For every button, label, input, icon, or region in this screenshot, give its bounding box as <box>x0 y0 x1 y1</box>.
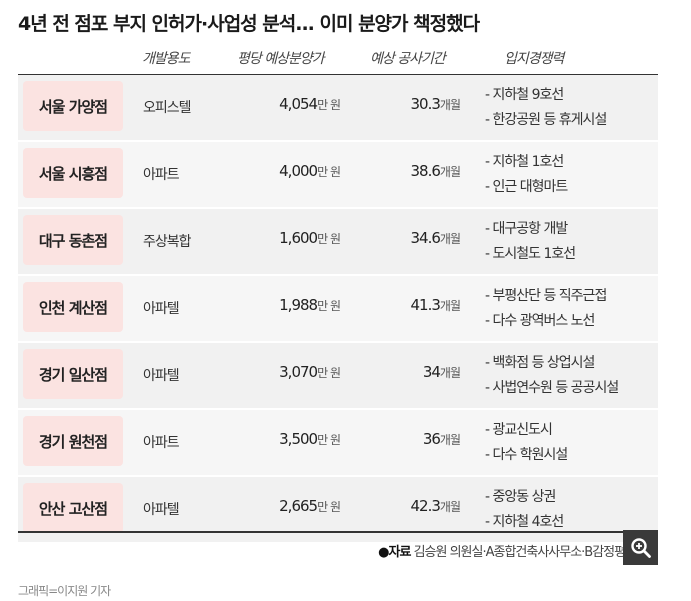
table-row: 서울 시흥점 아파트 4,000만 원 38.6개월 - 지하철 1호선 - 인근… <box>18 142 658 209</box>
price-cell: 3,500만 원 <box>279 430 341 448</box>
location-cell: - 백화점 등 상업시설 - 사법연수원 등 공공시설 <box>485 355 619 396</box>
store-name: 서울 시흥점 <box>23 148 123 198</box>
store-name: 대구 동촌점 <box>23 215 123 265</box>
period-cell: 30.3개월 <box>410 95 462 113</box>
store-name: 경기 일산점 <box>23 349 123 399</box>
period-cell: 42.3개월 <box>410 497 462 515</box>
table-header: 개발용도 평당 예상분양가 예상 공사기간 입지경쟁력 <box>18 44 658 76</box>
period-cell: 36개월 <box>422 430 461 448</box>
usage-cell: 아파텔 <box>143 502 180 518</box>
table-row: 경기 원천점 아파트 3,500만 원 36개월 - 광교신도시 - 다수 학원시… <box>18 410 658 477</box>
period-cell: 34개월 <box>422 363 461 381</box>
store-name: 안산 고산점 <box>23 483 123 533</box>
page-title: 4년 전 점포 부지 인허가·사업성 분석... 이미 분양가 책정했다 <box>18 13 480 35</box>
table-body: 서울 가양점 오피스텔 4,054만 원 30.3개월 - 지하철 9호선 - 한… <box>18 75 658 544</box>
source-note: ●자료 김승원 의원실·A종합건축사사무소·B감정평가법인 <box>378 545 659 560</box>
table-row: 인천 계산점 아파텔 1,988만 원 41.3개월 - 부평산단 등 직주근접… <box>18 276 658 343</box>
magnifier-icon <box>630 537 651 558</box>
column-usage: 개발용도 <box>142 51 191 67</box>
zoom-in-icon[interactable] <box>623 530 658 565</box>
table-row: 서울 가양점 오피스텔 4,054만 원 30.3개월 - 지하철 9호선 - 한… <box>18 75 658 142</box>
store-name: 경기 원천점 <box>23 416 123 466</box>
period-cell: 34.6개월 <box>410 229 462 247</box>
store-name: 서울 가양점 <box>23 81 123 131</box>
period-cell: 38.6개월 <box>410 162 462 180</box>
table-row: 대구 동촌점 주상복합 1,600만 원 34.6개월 - 대구공항 개발 - 도… <box>18 209 658 276</box>
location-cell: - 대구공항 개발 - 도시철도 1호선 <box>485 221 576 262</box>
location-cell: - 지하철 9호선 - 한강공원 등 휴게시설 <box>485 87 607 128</box>
location-cell: - 부평산단 등 직주근접 - 다수 광역버스 노선 <box>485 288 607 329</box>
usage-cell: 주상복합 <box>143 234 192 250</box>
location-cell: - 중앙동 상권 - 지하철 4호선 <box>485 489 564 530</box>
usage-cell: 아파트 <box>143 435 180 451</box>
store-name: 인천 계산점 <box>23 282 123 332</box>
usage-cell: 아파텔 <box>143 301 180 317</box>
column-location: 입지경쟁력 <box>504 51 564 67</box>
column-price: 평당 예상분양가 <box>237 51 325 67</box>
usage-cell: 아파텔 <box>143 368 180 384</box>
source-footer: ●자료 김승원 의원실·A종합건축사사무소·B감정평가법인 <box>18 531 659 567</box>
price-cell: 3,070만 원 <box>279 363 341 381</box>
location-cell: - 지하철 1호선 - 인근 대형마트 <box>485 154 568 195</box>
price-cell: 1,600만 원 <box>279 229 341 247</box>
price-cell: 4,054만 원 <box>279 95 341 113</box>
table-row: 경기 일산점 아파텔 3,070만 원 34개월 - 백화점 등 상업시설 - 사… <box>18 343 658 410</box>
price-cell: 2,665만 원 <box>279 497 341 515</box>
column-period: 예상 공사기간 <box>370 51 446 67</box>
price-cell: 4,000만 원 <box>279 162 341 180</box>
usage-cell: 아파트 <box>143 167 180 183</box>
usage-cell: 오피스텔 <box>143 100 192 116</box>
graphic-credit: 그래픽=이지원 기자 <box>18 584 111 598</box>
location-cell: - 광교신도시 - 다수 학원시설 <box>485 422 568 463</box>
period-cell: 41.3개월 <box>410 296 462 314</box>
price-cell: 1,988만 원 <box>279 296 341 314</box>
